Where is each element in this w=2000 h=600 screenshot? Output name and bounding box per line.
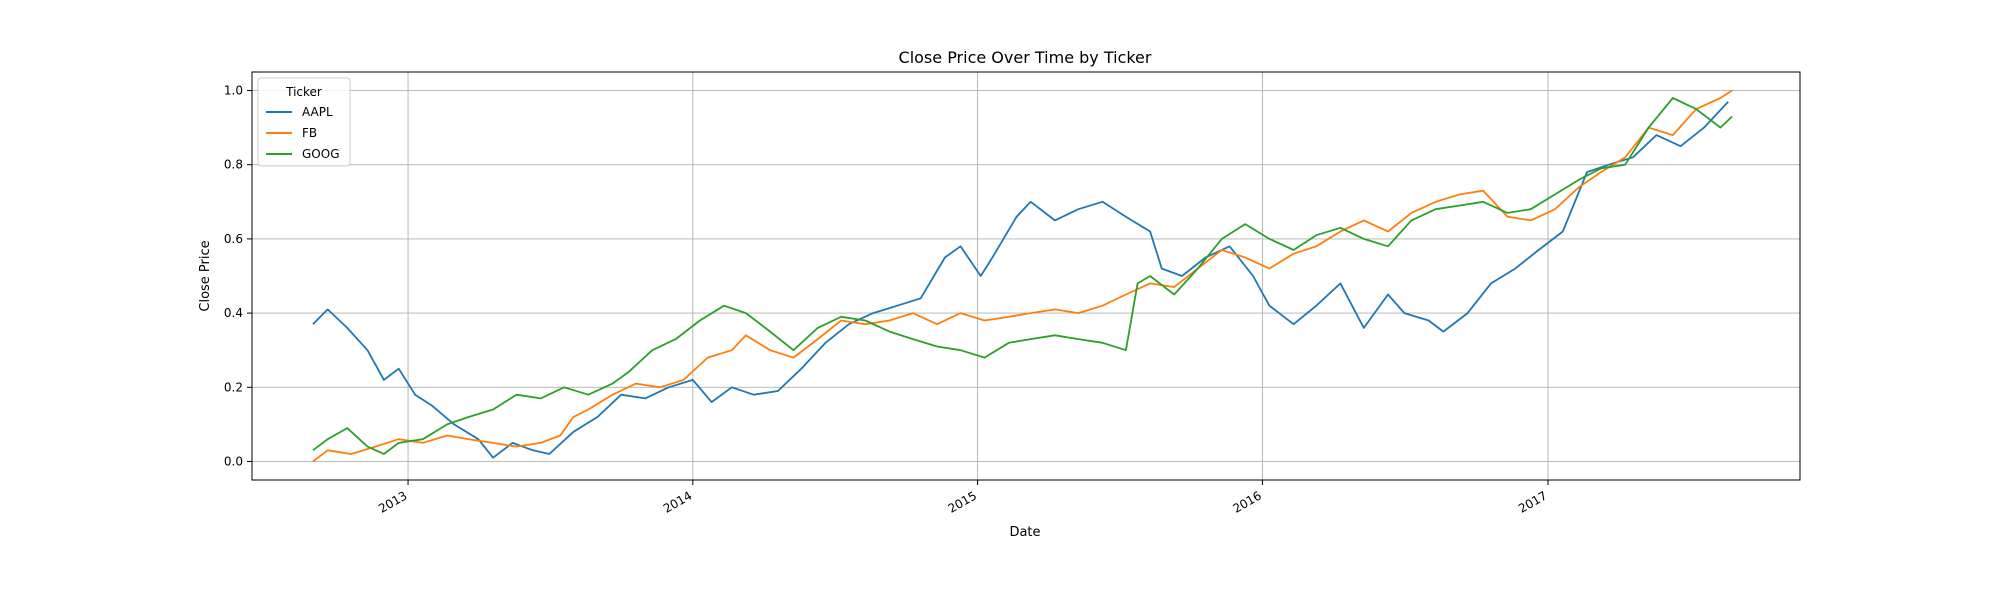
legend-label-fb: FB [302, 126, 317, 140]
y-tick-label: 1.0 [224, 84, 243, 98]
y-tick-label: 0.0 [224, 454, 243, 468]
legend-title: Ticker [285, 85, 322, 99]
y-tick-label: 0.4 [224, 306, 243, 320]
y-axis-label: Close Price [198, 240, 213, 311]
series-line-aapl [312, 101, 1729, 459]
series-line-fb [312, 89, 1733, 463]
y-tick-label: 0.6 [224, 232, 243, 246]
x-axis-label: Date [1009, 525, 1040, 540]
legend-label-goog: GOOG [302, 147, 340, 161]
y-tick-label: 0.8 [224, 158, 243, 172]
legend-items: AAPL FB GOOG [266, 105, 340, 161]
y-tick-label: 0.2 [224, 380, 243, 394]
plot-area [251, 71, 1801, 481]
grid-lines [252, 72, 1800, 480]
series-lines [312, 89, 1733, 463]
legend-label-aapl: AAPL [302, 105, 333, 119]
series-line-goog [312, 97, 1733, 455]
legend-box [257, 77, 351, 167]
chart-title: Close Price Over Time by Ticker [899, 48, 1152, 67]
legend: Ticker AAPL FB GOOG [257, 77, 351, 167]
y-axis: 0.0 0.2 0.4 0.6 0.8 1.0 [224, 84, 252, 468]
